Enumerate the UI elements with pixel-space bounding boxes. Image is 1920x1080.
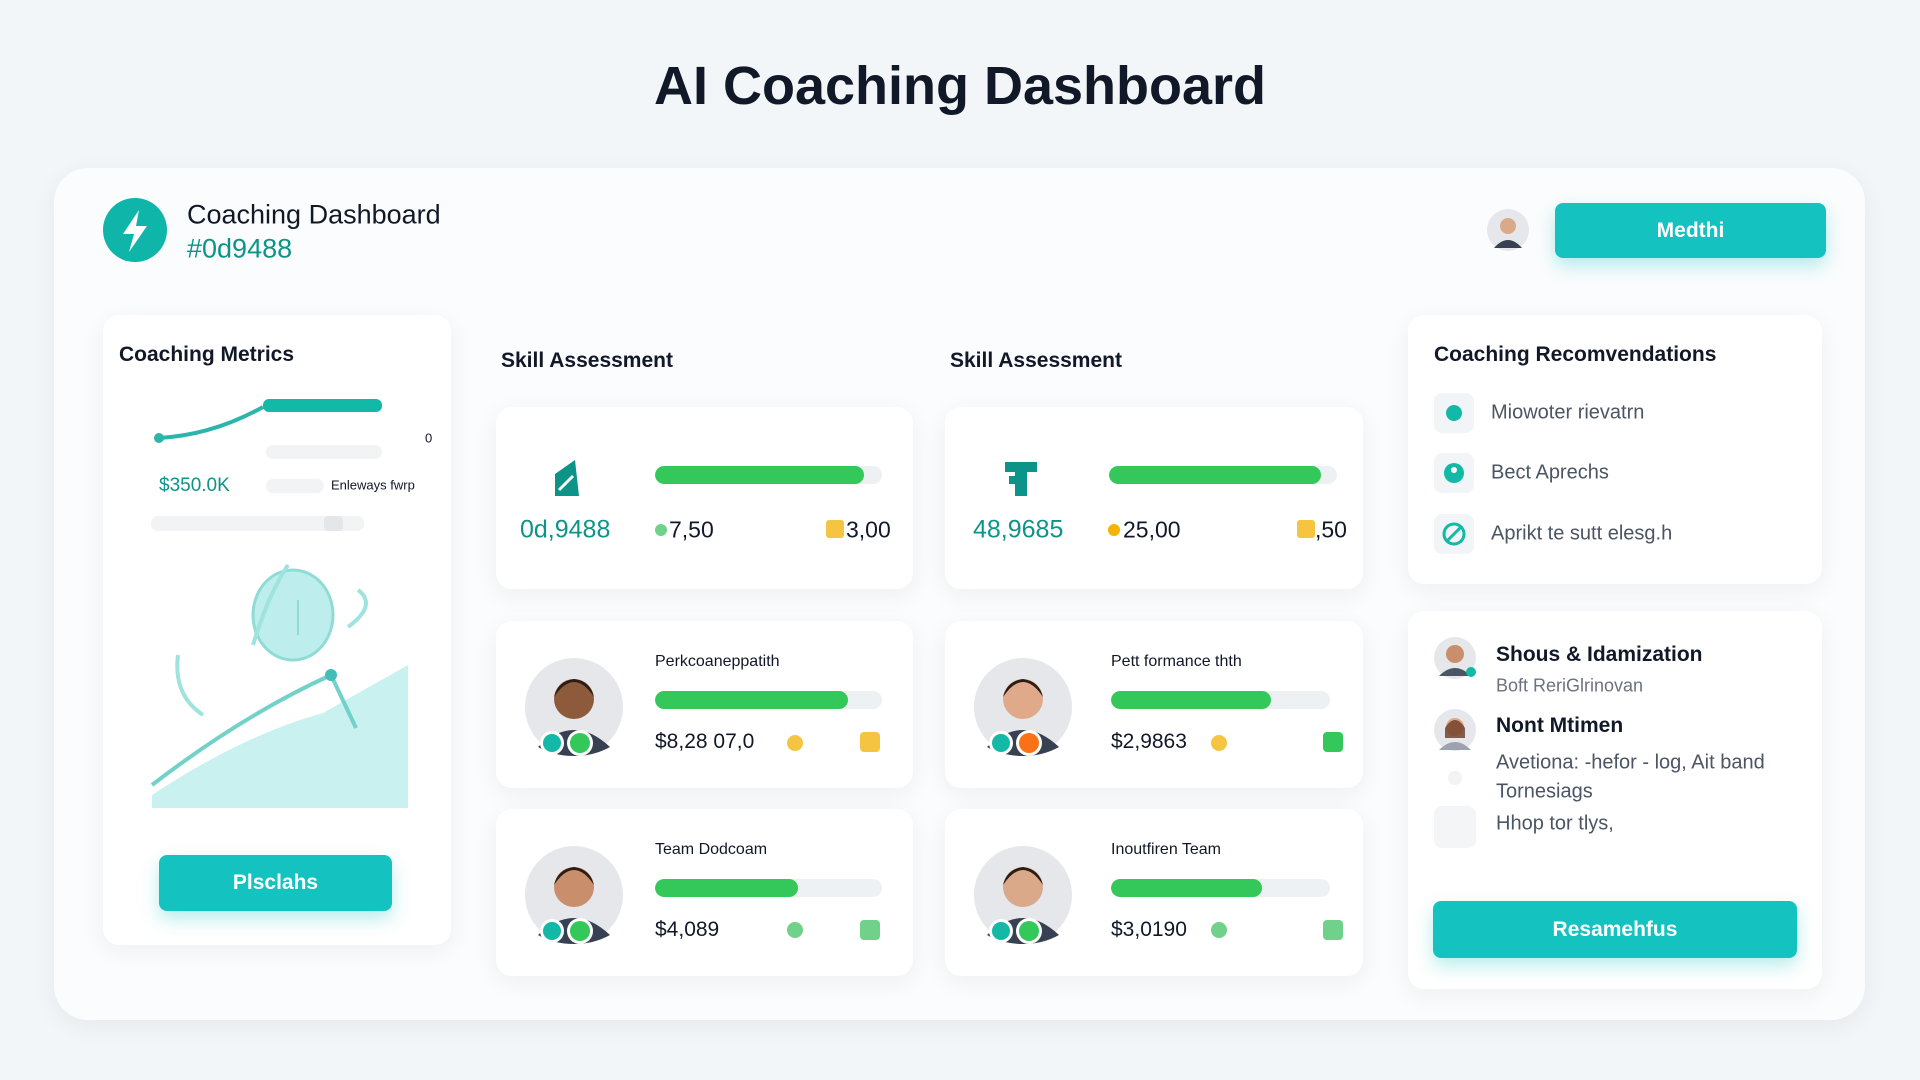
person-card: Inoutfiren Team $3,0190 xyxy=(945,809,1363,976)
status-icon xyxy=(1211,922,1227,938)
section-title: Skill Assessment xyxy=(950,349,1122,372)
person-label: Perkcoaneppatith xyxy=(655,653,780,670)
person-value: $8,28 07,0 xyxy=(655,730,755,753)
summary-value: 48,9685 xyxy=(973,515,1064,544)
person-avatar xyxy=(973,657,1073,757)
page-title: AI Coaching Dashboard xyxy=(653,56,1267,116)
legend-label: Enleways fwrp xyxy=(331,477,415,493)
axis-value: 0 xyxy=(425,430,433,446)
person-avatar xyxy=(973,845,1073,945)
stat-value: ,50 xyxy=(1315,516,1347,543)
progress-fill xyxy=(1109,466,1322,484)
status-icon xyxy=(787,922,803,938)
rec-text: Bect Aprechs xyxy=(1491,461,1609,484)
stat-value: 3,00 xyxy=(846,516,891,543)
stat-value: 7,50 xyxy=(669,516,714,543)
person-avatar xyxy=(524,845,624,945)
progress-fill xyxy=(1111,691,1271,709)
rec-icon xyxy=(1434,514,1474,554)
panel-title: Coaching Metrics xyxy=(119,343,295,366)
person-card: Pett formance thth $2,9863 xyxy=(945,621,1363,788)
metrics-panel: Coaching Metrics 0 $350.0K Enleways fwrp… xyxy=(103,315,451,945)
member-line: Hhop tor tlys, xyxy=(1496,812,1614,835)
rec-icon xyxy=(1434,393,1474,433)
member-line: Tornesiags xyxy=(1496,780,1593,803)
skill-icon xyxy=(1001,458,1041,498)
summary-card: 48,9685 25,00 ,50 xyxy=(945,407,1363,589)
person-card: Team Dodcoam $4,089 xyxy=(496,809,913,976)
progress-track xyxy=(1111,691,1330,709)
person-card: Perkcoaneppatith $8,28 07,0 xyxy=(496,621,913,788)
person-label: Pett formance thth xyxy=(1111,653,1242,670)
person-avatar xyxy=(524,657,624,757)
skill-icon xyxy=(547,458,587,498)
metrics-illustration xyxy=(150,399,408,808)
status-icon xyxy=(787,735,803,751)
progress-track xyxy=(655,466,882,484)
user-avatar[interactable] xyxy=(1486,208,1530,252)
member-line: Avetiona: -hefor - log, Ait band xyxy=(1496,751,1765,774)
member-name: Shous & Idamization xyxy=(1496,643,1703,666)
member-name: Nont Mtimen xyxy=(1496,714,1624,737)
team-panel: Shous & Idamization Boft ReriGlrinovan N… xyxy=(1408,611,1822,989)
trend-icon xyxy=(860,732,880,752)
person-value: $2,9863 xyxy=(1111,730,1187,753)
progress-track xyxy=(1109,466,1337,484)
stat-icon xyxy=(826,520,844,538)
header-subtitle: #0d9488 xyxy=(187,233,293,264)
progress-fill xyxy=(655,879,798,897)
stat-dot xyxy=(1108,524,1120,536)
stat-value: 25,00 xyxy=(1123,516,1181,543)
section-title: Skill Assessment xyxy=(501,349,673,372)
summary-value: 0d,9488 xyxy=(520,515,611,544)
trend-icon xyxy=(860,920,880,940)
trend-icon xyxy=(1323,732,1343,752)
rec-text: Miowoter rievatrn xyxy=(1491,401,1645,424)
recommendations-panel: Coaching Recomvendations Miowoter rievat… xyxy=(1408,315,1822,584)
progress-track xyxy=(1111,879,1330,897)
rec-icon xyxy=(1434,453,1474,493)
person-value: $3,0190 xyxy=(1111,918,1187,941)
member-role: Boft ReriGlrinovan xyxy=(1496,675,1644,696)
progress-fill xyxy=(655,466,864,484)
placeholder-box xyxy=(1434,806,1476,848)
member-avatar xyxy=(1434,709,1476,751)
rec-text: Aprikt te sutt elesg.h xyxy=(1491,522,1673,545)
progress-track xyxy=(655,691,882,709)
progress-track xyxy=(655,879,882,897)
metric-value: $350.0K xyxy=(159,475,230,496)
header-title: Coaching Dashboard xyxy=(187,199,441,230)
progress-fill xyxy=(655,691,848,709)
placeholder-dot xyxy=(1448,771,1462,785)
trend-icon xyxy=(1323,920,1343,940)
progress-fill xyxy=(1111,879,1263,897)
header-button[interactable]: Medthi xyxy=(1555,203,1826,258)
person-label: Inoutfiren Team xyxy=(1111,841,1221,858)
person-label: Team Dodcoam xyxy=(655,841,768,858)
summary-card: 0d,9488 7,50 3,00 xyxy=(496,407,913,589)
status-icon xyxy=(1211,735,1227,751)
stat-icon xyxy=(1297,520,1315,538)
panel-title: Coaching Recomvendations xyxy=(1434,343,1717,366)
stat-dot xyxy=(655,524,667,536)
metrics-button[interactable]: Plsclahs xyxy=(159,855,392,911)
member-avatar xyxy=(1434,637,1476,679)
team-button[interactable]: Resamehfus xyxy=(1433,901,1797,958)
person-value: $4,089 xyxy=(655,918,720,941)
logo xyxy=(103,198,167,262)
